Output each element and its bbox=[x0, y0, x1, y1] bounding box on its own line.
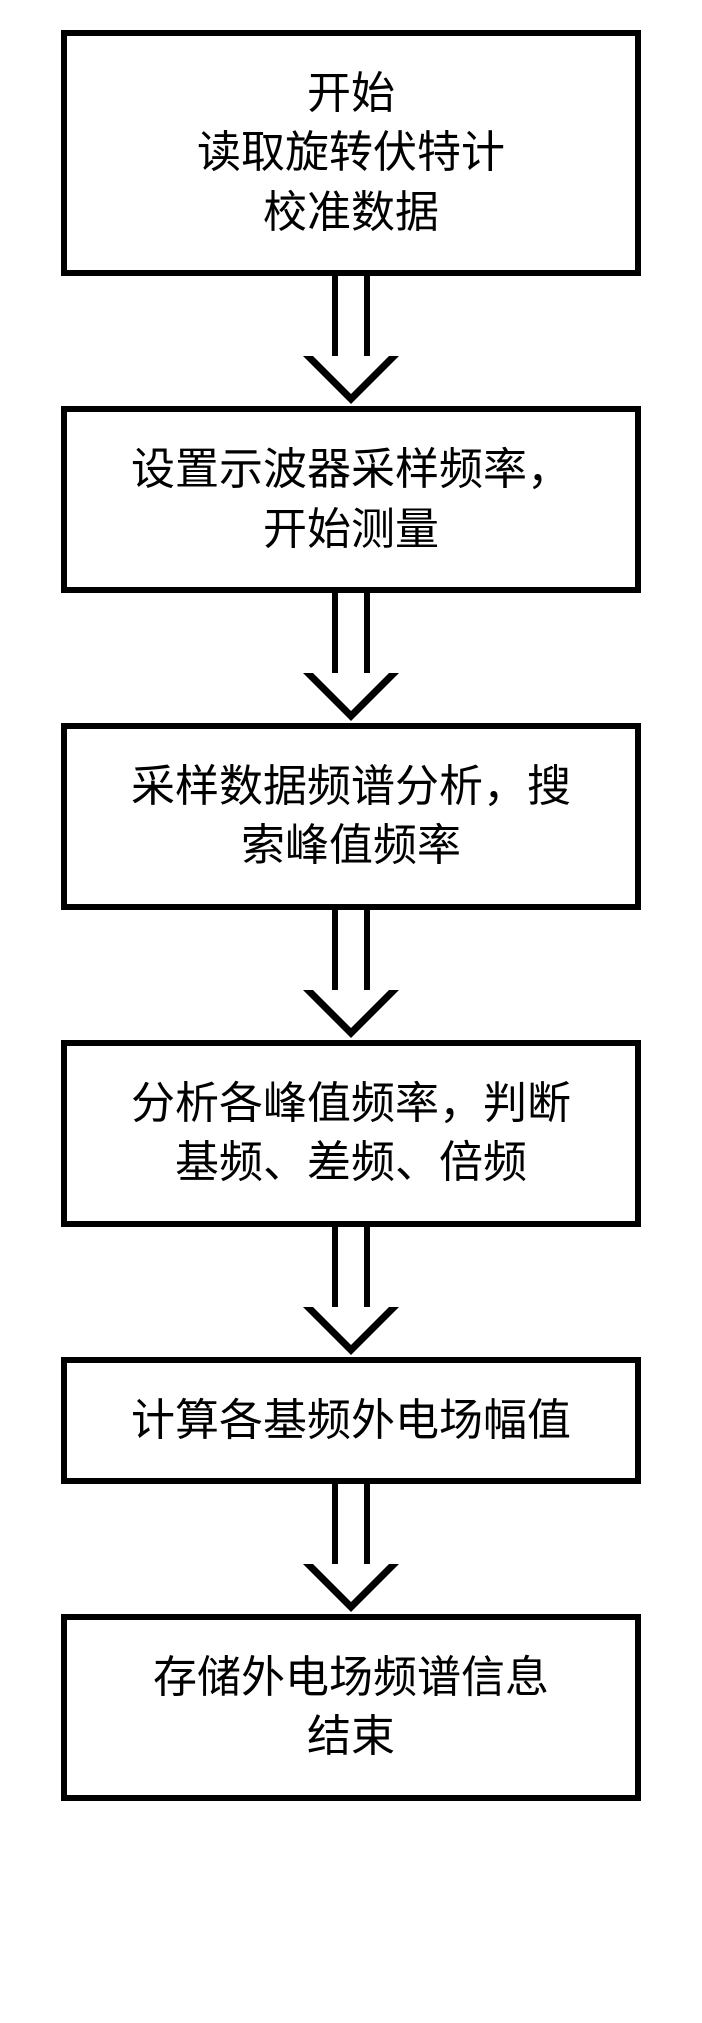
arrow-shaft bbox=[332, 276, 370, 356]
arrow-head-icon bbox=[303, 990, 399, 1038]
arrow-shaft bbox=[332, 593, 370, 673]
flow-node-text: 计算各基频外电场幅值 bbox=[131, 1391, 571, 1450]
arrow-shaft bbox=[332, 1227, 370, 1307]
flow-node-text: 存储外电场频谱信息 结束 bbox=[153, 1648, 549, 1767]
flow-node-text: 分析各峰值频率，判断 基频、差频、倍频 bbox=[131, 1074, 571, 1193]
flow-node-setup: 设置示波器采样频率， 开始测量 bbox=[61, 406, 641, 593]
flow-node-text: 采样数据频谱分析，搜 索峰值频率 bbox=[131, 757, 571, 876]
arrow-shaft bbox=[332, 910, 370, 990]
flow-arrow bbox=[303, 1227, 399, 1357]
flow-arrow bbox=[303, 1484, 399, 1614]
arrow-head-icon bbox=[303, 1564, 399, 1612]
flow-node-text: 设置示波器采样频率， 开始测量 bbox=[131, 440, 571, 559]
flow-node-text: 开始 读取旋转伏特计 校准数据 bbox=[197, 64, 505, 242]
arrow-head-icon bbox=[303, 1307, 399, 1355]
flow-node-end: 存储外电场频谱信息 结束 bbox=[61, 1614, 641, 1801]
arrow-head-icon bbox=[303, 356, 399, 404]
arrow-head-icon bbox=[303, 673, 399, 721]
flow-arrow bbox=[303, 593, 399, 723]
flow-arrow bbox=[303, 910, 399, 1040]
flow-node-calculate: 计算各基频外电场幅值 bbox=[61, 1357, 641, 1484]
flow-arrow bbox=[303, 276, 399, 406]
flow-node-judge: 分析各峰值频率，判断 基频、差频、倍频 bbox=[61, 1040, 641, 1227]
flow-node-analyze: 采样数据频谱分析，搜 索峰值频率 bbox=[61, 723, 641, 910]
flow-node-start: 开始 读取旋转伏特计 校准数据 bbox=[61, 30, 641, 276]
arrow-shaft bbox=[332, 1484, 370, 1564]
